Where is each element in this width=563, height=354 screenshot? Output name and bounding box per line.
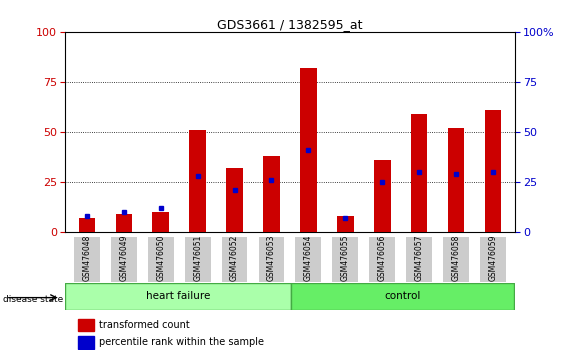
Text: GSM476052: GSM476052 [230,235,239,281]
Text: control: control [385,291,421,302]
Bar [374,160,391,232]
Bar [78,336,94,349]
Bar [189,130,206,232]
Bar [115,214,132,232]
FancyBboxPatch shape [185,237,211,282]
FancyBboxPatch shape [111,237,137,282]
Title: GDS3661 / 1382595_at: GDS3661 / 1382595_at [217,18,363,31]
Text: GSM476048: GSM476048 [82,235,91,281]
Text: disease state: disease state [3,295,63,304]
Bar [78,319,94,331]
Text: GSM476056: GSM476056 [378,235,387,281]
FancyBboxPatch shape [443,237,469,282]
Text: GSM476050: GSM476050 [156,235,165,281]
FancyBboxPatch shape [74,237,100,282]
Text: GSM476054: GSM476054 [304,235,313,281]
FancyBboxPatch shape [332,237,358,282]
FancyBboxPatch shape [65,283,291,310]
FancyBboxPatch shape [296,237,321,282]
Bar [448,128,464,232]
FancyBboxPatch shape [406,237,432,282]
FancyBboxPatch shape [148,237,173,282]
Bar [79,218,95,232]
Text: transformed count: transformed count [99,320,189,330]
Bar [226,168,243,232]
Text: GSM476058: GSM476058 [452,235,461,281]
Text: GSM476051: GSM476051 [193,235,202,281]
Bar [300,68,317,232]
Bar [485,110,501,232]
FancyBboxPatch shape [258,237,284,282]
Bar [153,212,169,232]
Bar [411,114,427,232]
Bar [263,156,280,232]
FancyBboxPatch shape [369,237,395,282]
FancyBboxPatch shape [480,237,506,282]
FancyBboxPatch shape [222,237,248,282]
Text: GSM476053: GSM476053 [267,235,276,281]
Bar [337,216,354,232]
Text: GSM476057: GSM476057 [415,235,424,281]
Text: GSM476055: GSM476055 [341,235,350,281]
FancyBboxPatch shape [291,283,515,310]
Text: GSM476059: GSM476059 [489,235,498,281]
Text: heart failure: heart failure [146,291,210,302]
Text: GSM476049: GSM476049 [119,235,128,281]
Text: percentile rank within the sample: percentile rank within the sample [99,337,263,348]
